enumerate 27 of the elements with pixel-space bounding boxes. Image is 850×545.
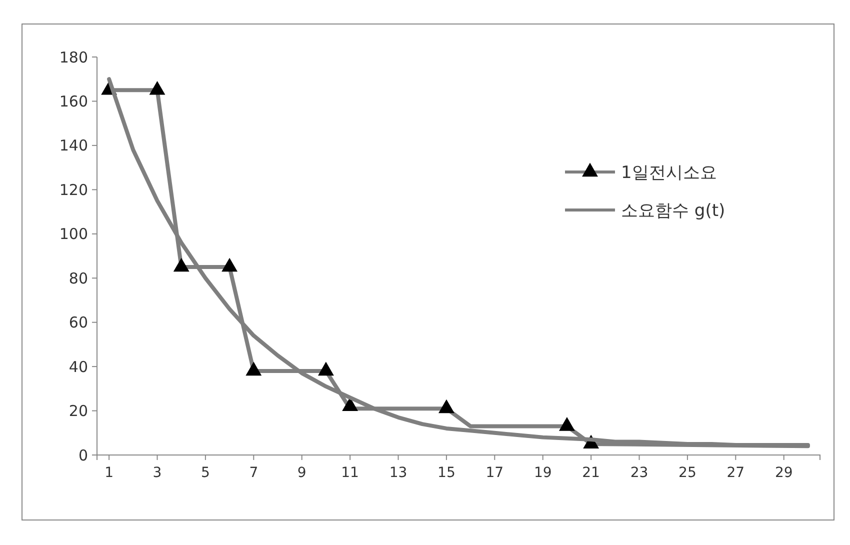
legend-label: 1일전시소요 bbox=[621, 162, 717, 183]
x-tick-label: 29 bbox=[774, 464, 793, 481]
y-tick-label: 60 bbox=[68, 314, 88, 332]
y-tick-label: 80 bbox=[68, 269, 88, 288]
x-tick-label: 19 bbox=[534, 464, 552, 481]
x-tick-label: 27 bbox=[726, 464, 745, 481]
x-tick-label: 7 bbox=[249, 464, 258, 481]
x-tick-label: 11 bbox=[341, 464, 359, 481]
x-tick-label: 15 bbox=[438, 464, 456, 481]
y-tick-label: 20 bbox=[68, 402, 88, 420]
y-tick-label: 180 bbox=[59, 48, 88, 66]
y-tick-label: 140 bbox=[59, 136, 88, 155]
x-tick-label: 21 bbox=[582, 464, 600, 481]
x-tick-label: 1 bbox=[104, 464, 114, 481]
x-tick-label: 9 bbox=[297, 464, 306, 481]
x-tick-label: 5 bbox=[200, 464, 210, 481]
x-tick-label: 17 bbox=[486, 464, 504, 481]
y-tick-label: 0 bbox=[78, 446, 88, 464]
x-tick-label: 25 bbox=[678, 464, 696, 481]
x-tick-label: 3 bbox=[152, 464, 162, 481]
y-tick-label: 160 bbox=[59, 92, 88, 110]
legend-label: 소요함수 g(t) bbox=[621, 200, 726, 221]
y-tick-label: 40 bbox=[68, 358, 88, 376]
y-tick-label: 120 bbox=[59, 180, 88, 199]
x-tick-label: 13 bbox=[389, 464, 408, 481]
x-tick-label: 23 bbox=[630, 464, 648, 481]
y-tick-label: 100 bbox=[59, 225, 88, 244]
